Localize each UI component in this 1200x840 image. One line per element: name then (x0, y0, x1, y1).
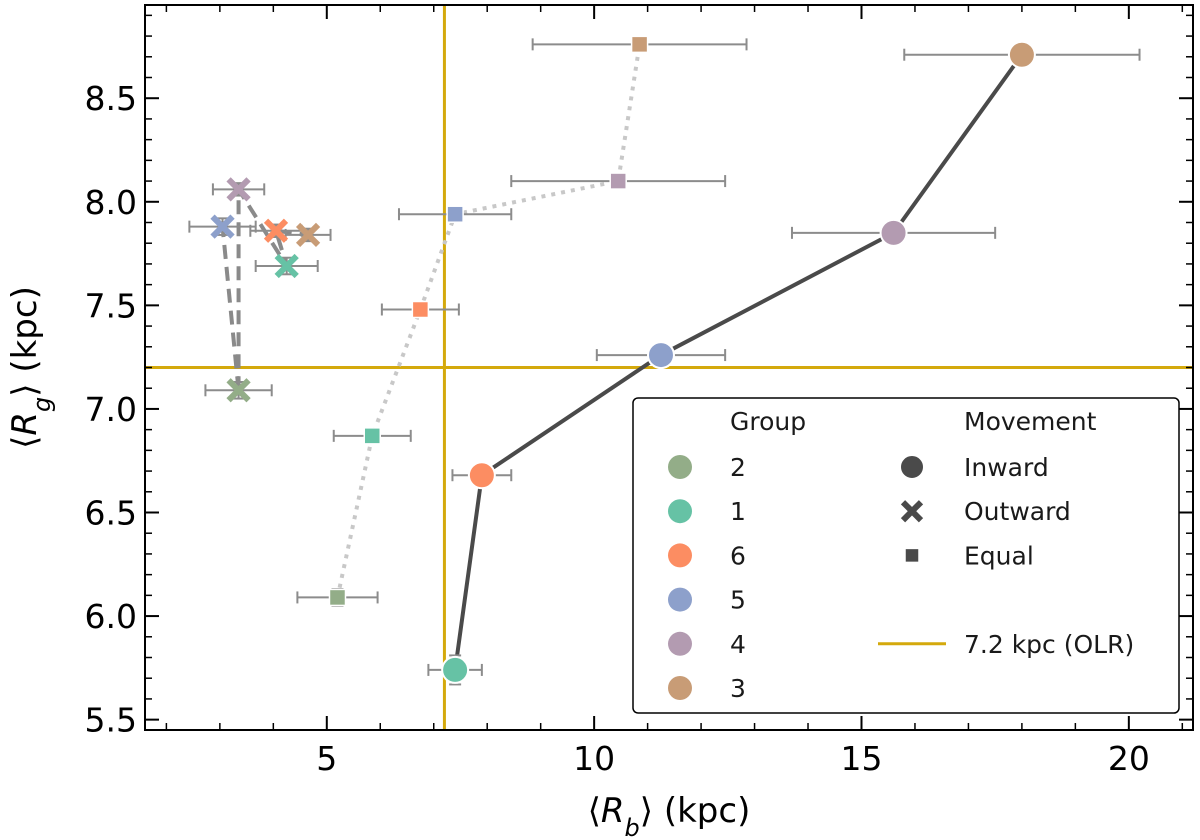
equal-point-group-6 (411, 300, 430, 319)
legend: Group 2 1 6 5 4 3 Movement Inward Outward Equal 7.2… (632, 397, 1180, 714)
outward-point-group-3-stroke-b (295, 222, 321, 248)
x-tick-label: 10 (573, 739, 615, 778)
legend-group-marker-6 (668, 543, 692, 568)
plot-layer (145, 5, 1193, 730)
x-tick-label: 15 (840, 739, 882, 778)
equal-point-group-5 (446, 205, 464, 223)
outward-point-group-4-stroke-b (226, 177, 251, 202)
plot-area (145, 5, 1193, 730)
outward-trend-line-2 (236, 187, 309, 391)
outward-point-group-3 (295, 222, 321, 248)
inward-point-group-5 (646, 341, 675, 370)
legend-group-marker-3 (668, 676, 692, 700)
equal-point-group-3 (630, 35, 649, 54)
x-tick-label: 5 (316, 739, 337, 778)
outward-point-group-4 (226, 177, 251, 202)
legend-group-marker-1 (668, 499, 692, 524)
legend-group-label-2: 2 (730, 453, 746, 482)
outward-point-group-6 (263, 218, 289, 243)
x-tick-label: 20 (1108, 739, 1150, 778)
equal-point-group-4 (609, 172, 627, 190)
legend-olr-label: 7.2 kpc (OLR) (964, 630, 1134, 659)
outward-point-group-5 (210, 214, 235, 239)
y-tick-label: 8.0 (85, 183, 137, 222)
legend-movement-label-inward: Inward (964, 453, 1049, 482)
inward-point-group-4 (879, 218, 908, 247)
y-tick-label: 6.0 (85, 597, 137, 636)
legend-group-label-3: 3 (730, 674, 746, 703)
legend-group-label-5: 5 (730, 586, 746, 615)
outward-point-group-2-stroke-b (226, 378, 251, 403)
legend-group-marker-5 (668, 587, 692, 612)
inward-point-group-6 (467, 461, 496, 490)
inward-point-group-1 (441, 655, 470, 684)
outward-point-group-5-stroke-b (210, 214, 235, 239)
outward-trend-line-1 (220, 226, 241, 391)
equal-trend-line-1 (335, 44, 642, 598)
legend-group-marker-4 (668, 631, 692, 656)
legend-movement-marker-equal (904, 547, 920, 564)
outward-point-group-6-stroke-b (263, 218, 289, 243)
legend-movement-label-equal: Equal (964, 541, 1034, 570)
equal-point-group-1 (363, 427, 381, 445)
legend-movement-marker-outward (900, 500, 924, 523)
y-tick-label: 7.5 (85, 286, 137, 325)
legend-group-title: Group (730, 407, 806, 436)
legend-group-label-1: 1 (730, 497, 746, 526)
legend-movement-label-outward: Outward (964, 497, 1071, 526)
legend-group-marker-2 (668, 455, 692, 479)
outward-point-group-2 (226, 378, 251, 403)
y-axis-label: ⟨Rg⟩ (kpc) (5, 286, 56, 449)
y-tick-label: 7.0 (85, 390, 137, 429)
legend-group-label-4: 4 (730, 630, 746, 659)
legend-movement-marker-inward (899, 454, 925, 480)
x-axis-label: ⟨Rb⟩ (kpc) (588, 791, 751, 840)
y-tick-label: 8.5 (85, 79, 137, 118)
outward-point-group-1-stroke-b (274, 253, 299, 279)
outward-point-group-1 (274, 253, 299, 279)
y-tick-label: 5.5 (85, 701, 137, 740)
legend-movement-marker-outward-stroke-b (900, 500, 924, 523)
y-tick-label: 6.5 (85, 494, 137, 533)
legend-group-label-6: 6 (730, 541, 746, 570)
axes-layer: 5 10 15 205.56.06.57.07.58.08.5⟨Rb⟩ (kpc)⟨R… (5, 4, 1194, 840)
legend-movement-title: Movement (964, 407, 1097, 436)
equal-point-group-2 (328, 588, 347, 607)
inward-point-group-3 (1007, 40, 1036, 69)
